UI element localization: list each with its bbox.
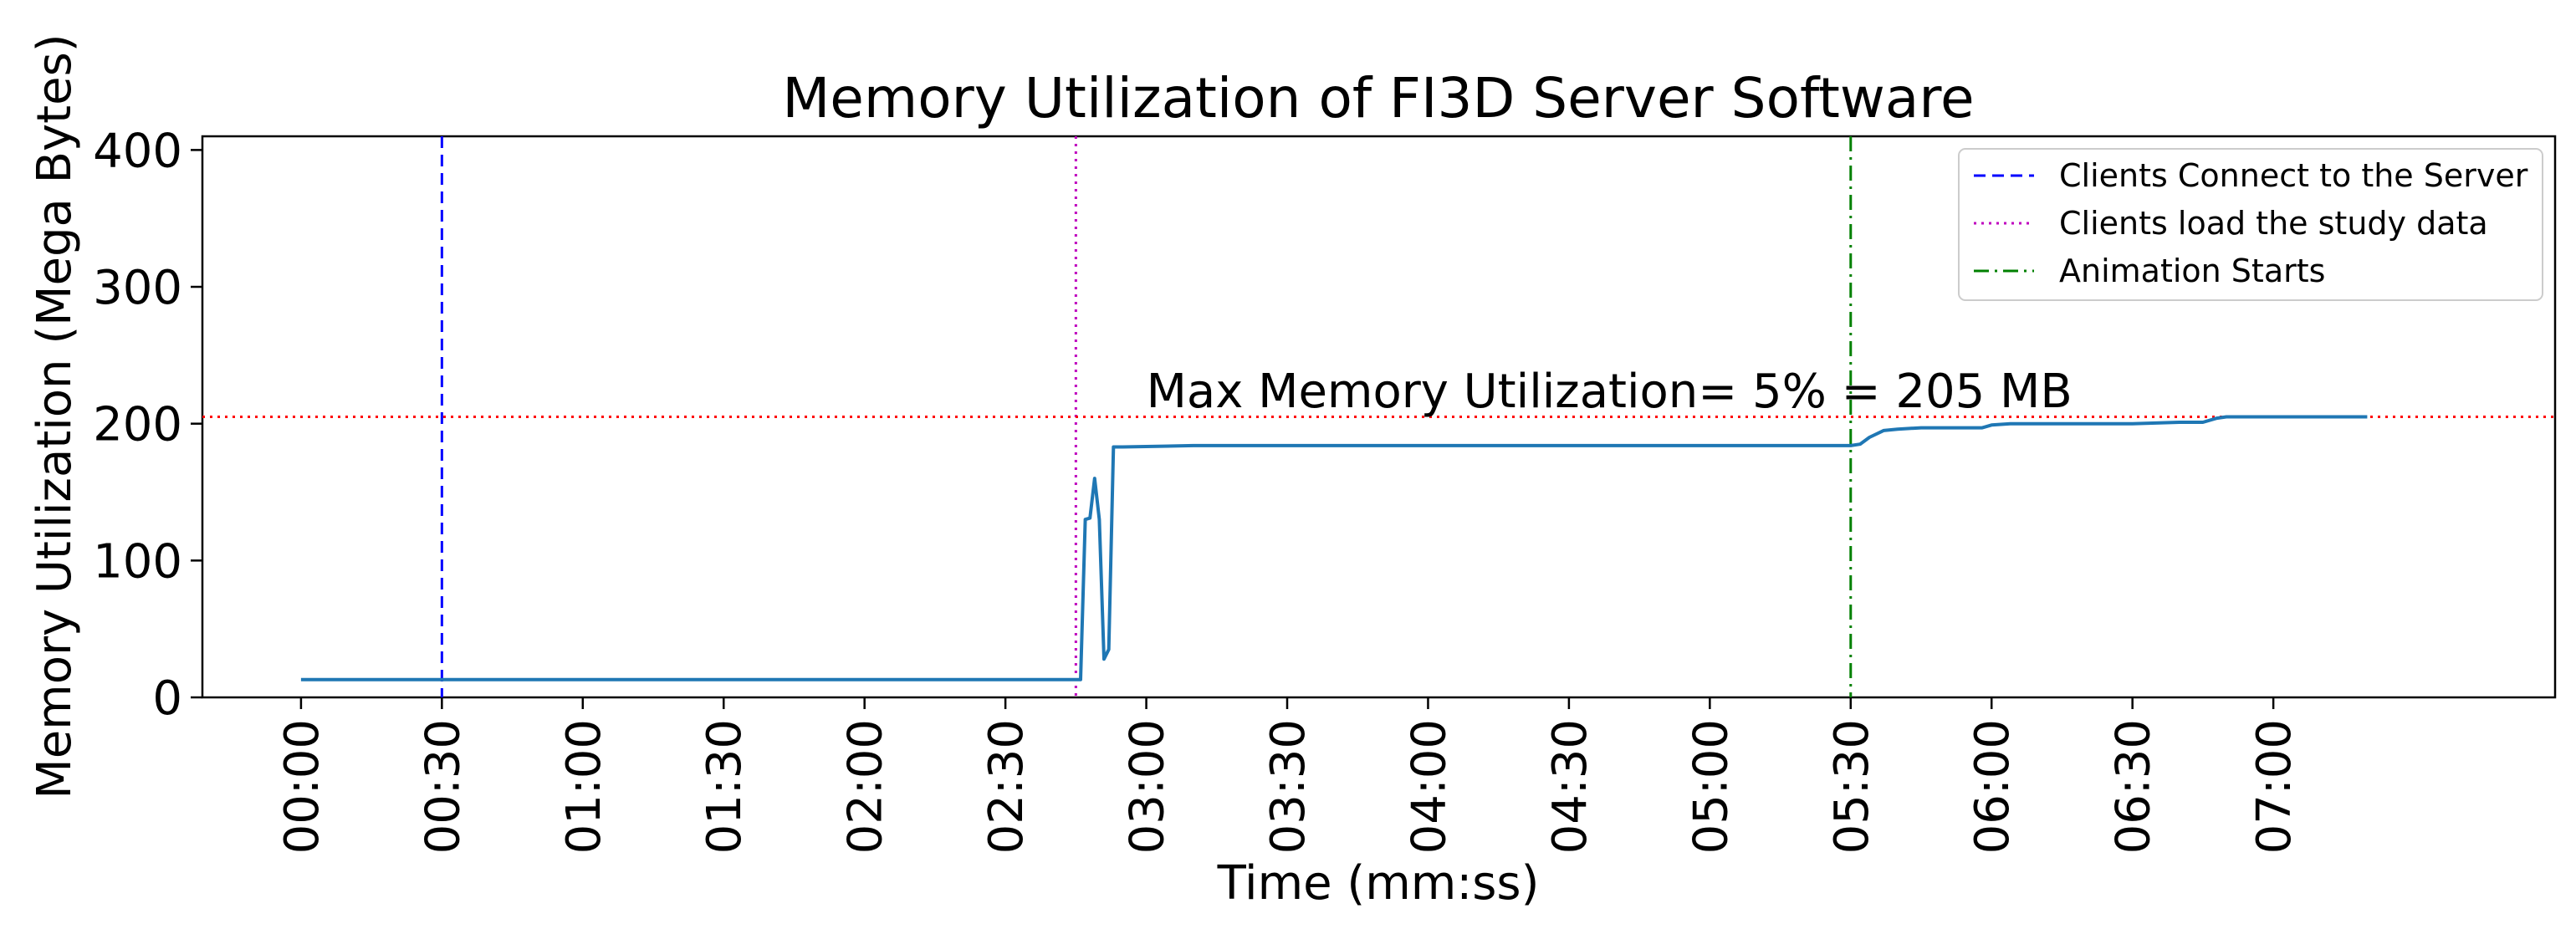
x-tick-label: 05:00: [1684, 719, 1738, 854]
memory-series-line: [300, 415, 2368, 681]
x-tick-label: 01:30: [698, 719, 752, 854]
y-tick-label: 0: [152, 671, 182, 726]
x-tick-label: 00:00: [275, 719, 330, 854]
x-tick-label: 02:30: [979, 719, 1034, 854]
x-tick-label: 00:30: [416, 719, 470, 854]
series-layer: [300, 415, 2368, 681]
y-tick-label: 300: [93, 261, 182, 315]
x-tick-label: 03:30: [1261, 719, 1316, 854]
x-tick-label: 06:30: [2107, 719, 2161, 854]
legend-label: Clients load the study data: [2059, 205, 2488, 242]
y-tick-label: 100: [93, 534, 182, 589]
legend-label: Animation Starts: [2059, 253, 2325, 289]
x-tick-label: 04:00: [1402, 719, 1456, 854]
x-tick-label: 05:30: [1825, 719, 1879, 854]
x-tick-label: 01:00: [557, 719, 611, 854]
x-tick-label: 03:00: [1121, 719, 1175, 854]
y-axis: 0 100 200 300 400: [93, 124, 202, 726]
x-tick-label: 06:00: [1965, 719, 2020, 854]
y-axis-label: Memory Utilization (Mega Bytes): [28, 33, 82, 799]
legend-label: Clients Connect to the Server: [2059, 157, 2528, 194]
reference-lines: [202, 136, 2555, 697]
x-tick-label: 02:00: [839, 719, 893, 854]
legend-box: [1958, 148, 2543, 301]
x-axis-label: Time (mm:ss): [1217, 856, 1540, 911]
x-tick-label: 07:00: [2247, 719, 2302, 854]
legend: Clients Connect to the Server Clients loa…: [1958, 148, 2543, 301]
max-memory-annotation: Max Memory Utilization= 5% = 205 MB: [1147, 365, 2073, 419]
y-tick-label: 200: [93, 398, 182, 452]
x-axis: 00:00 00:30 01:00 01:30 02:00 02:30 03:00 03:30…: [275, 697, 2302, 854]
chart-title: Memory Utilization of FI3D Server Softwa…: [782, 66, 1974, 130]
y-tick-label: 400: [93, 124, 182, 178]
x-tick-label: 04:30: [1543, 719, 1597, 854]
